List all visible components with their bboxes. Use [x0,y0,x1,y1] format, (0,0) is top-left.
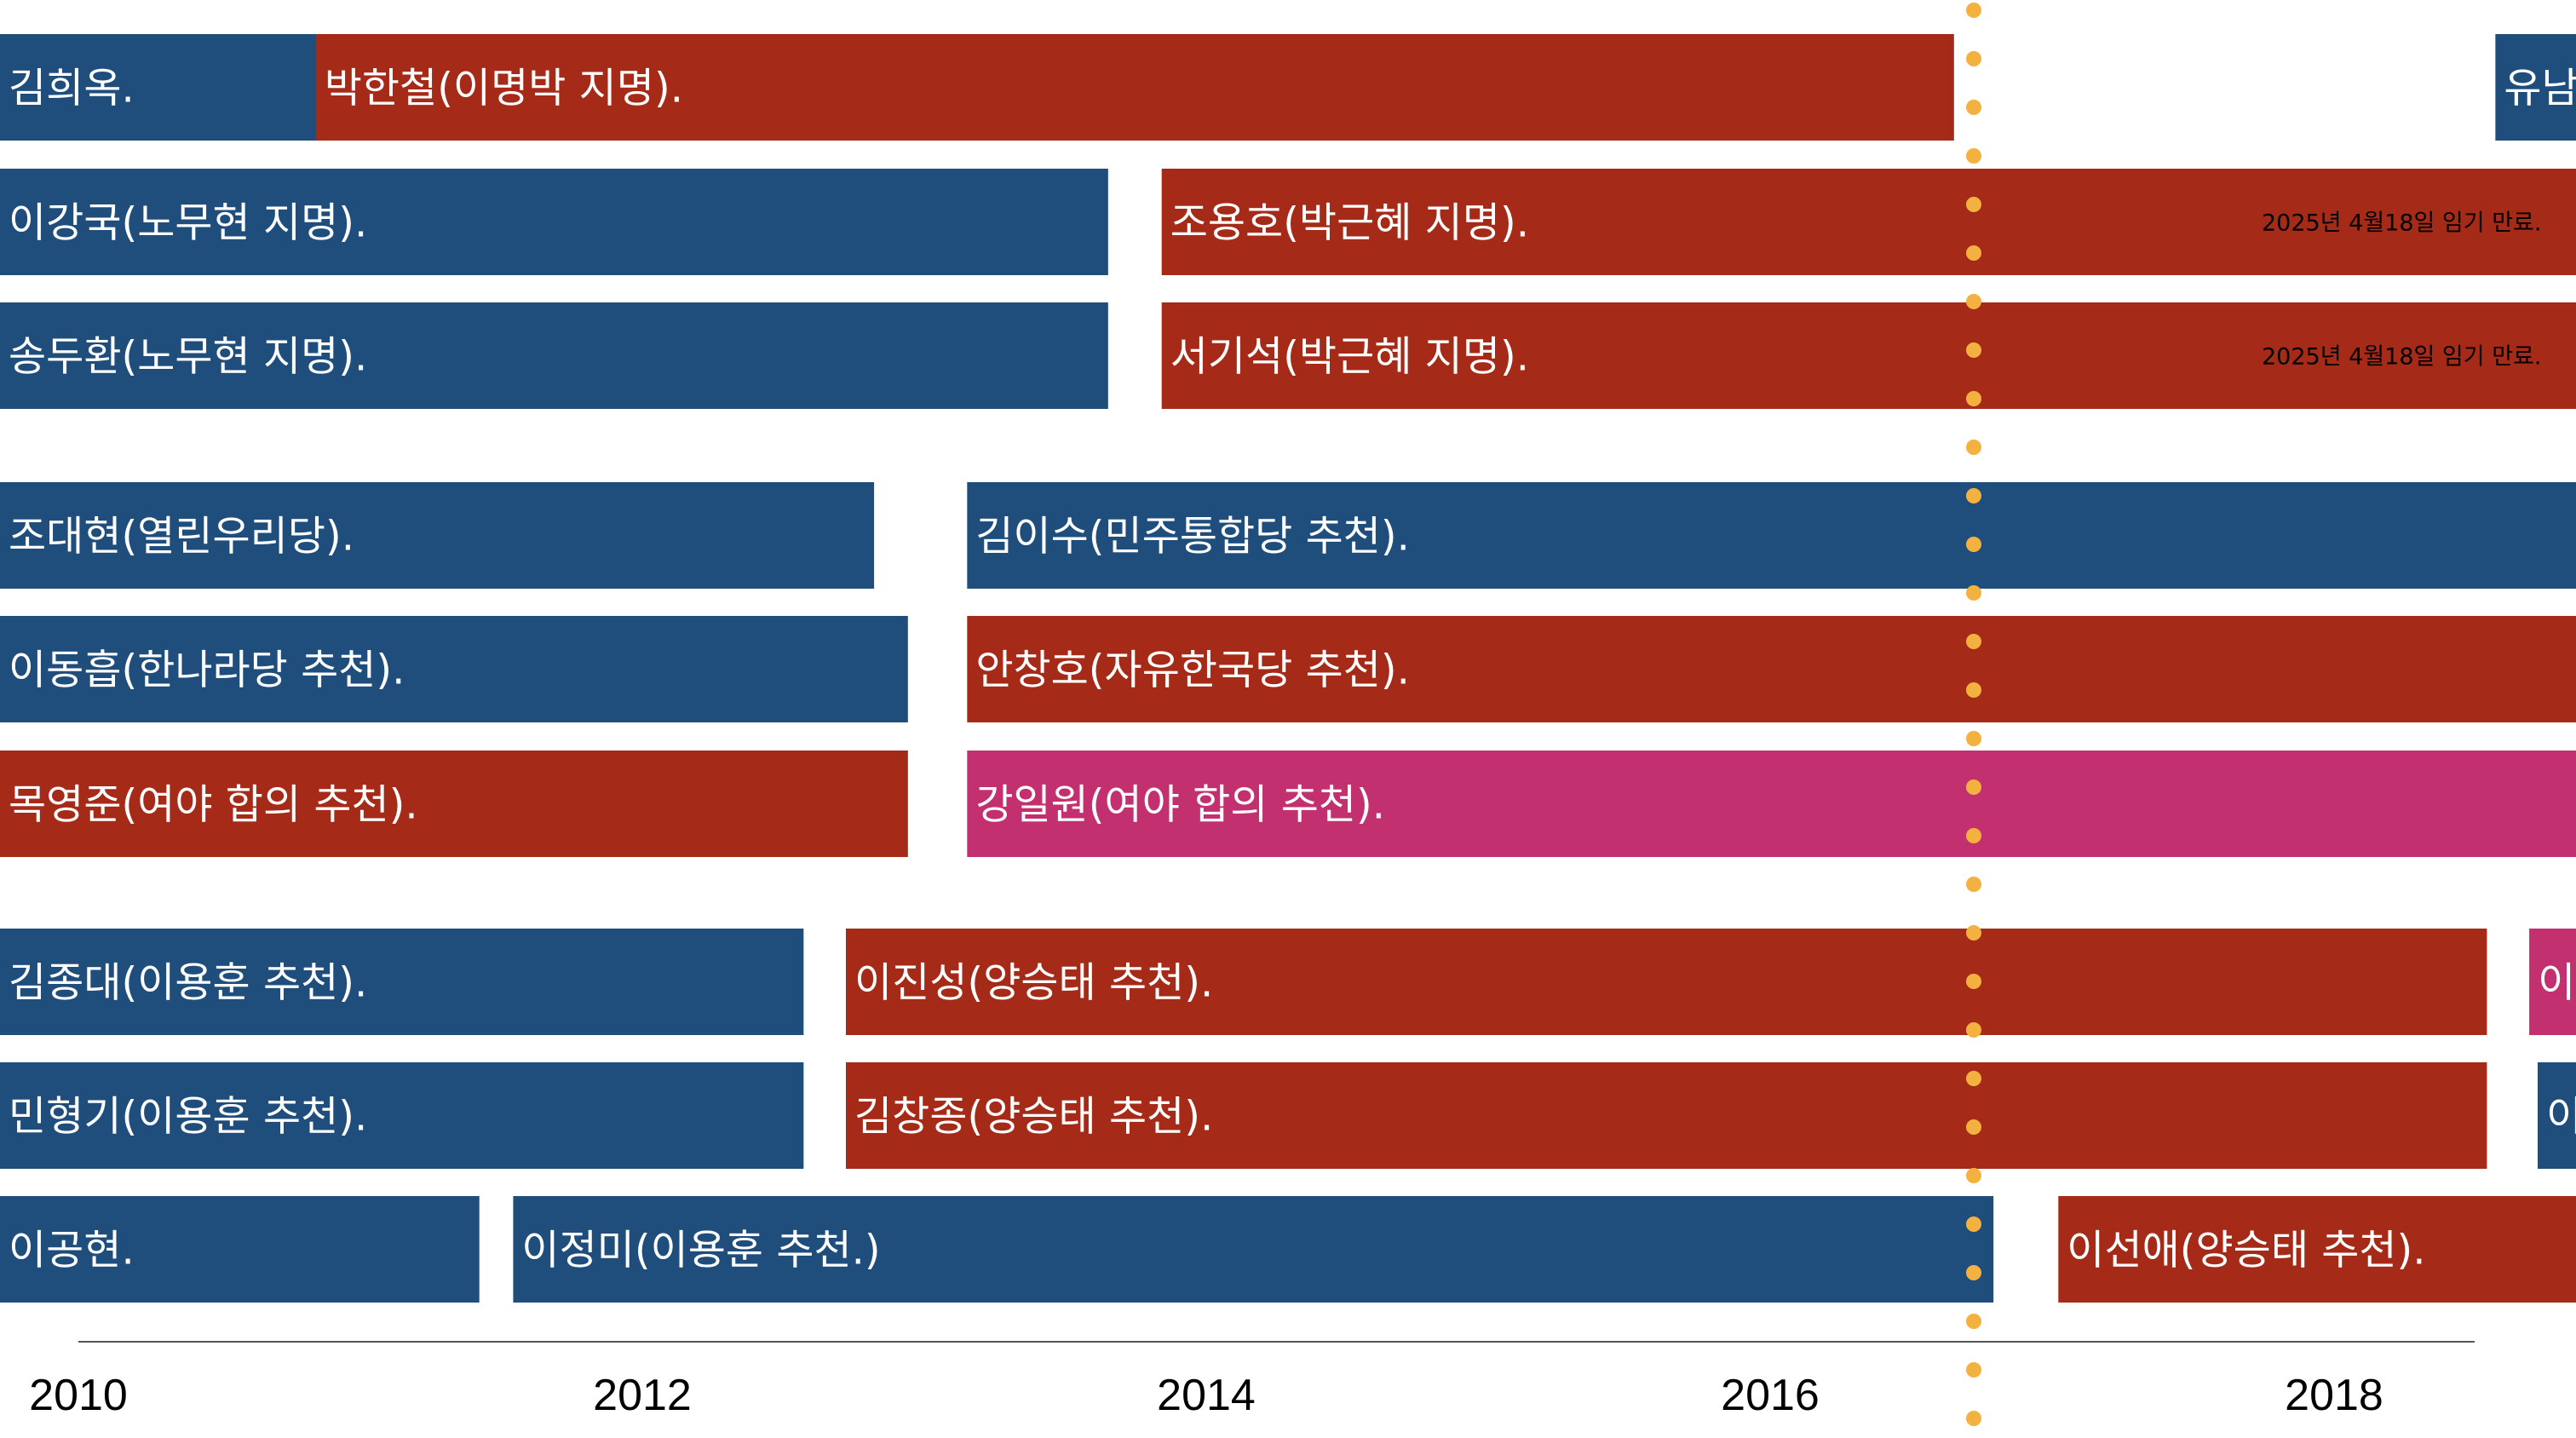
timeline-bar [0,302,1108,409]
timeline-bar [0,751,908,857]
bar-label: 이진성(양승태 추천). [854,959,1213,1007]
bar-label: 김희옥. [9,65,135,112]
bar-label: 목영준(여야 합의 추천). [9,781,418,829]
timeline-bar [315,34,1954,141]
bar-label: 민형기(이용훈 추천). [9,1093,367,1141]
bar-label: 이강국(노무현 지명). [9,199,367,247]
term-expiry-note: 2025년 4월18일 임기 만료. [2262,210,2541,237]
bar-label: 이은애(김명수 추천.) [2538,959,2576,1007]
bars-layer: 김희옥.박한철(이명박 지명).유남석(문재인 지명).정형식(윤석열 지명).… [0,34,2576,1303]
bar-label: 김창종(양승태 추천). [854,1093,1213,1141]
bar-label: 유남석(문재인 지명). [2504,65,2576,112]
timeline-bar [967,616,2576,722]
x-tick-label: 2010 [29,1371,128,1420]
bar-label: 김종대(이용훈 추천). [9,959,367,1007]
timeline-bar [846,1062,2487,1169]
timeline-bar [513,1196,1994,1303]
x-tick-label: 2014 [1157,1371,1256,1420]
x-tick-label: 2018 [2285,1371,2383,1420]
timeline-bar [2058,1196,2576,1303]
bar-label: 조대현(열린우리당). [9,513,354,561]
bar-label: 안창호(자유한국당 추천). [975,647,1410,694]
timeline-bar [967,751,2576,857]
bar-label: 이동흡(한나라당 추천). [9,647,405,694]
bar-label: 조용호(박근혜 지명). [1170,199,1529,247]
timeline-bar [2529,929,2576,1035]
timeline-bar [0,1062,804,1169]
timeline-bar [2495,34,2576,141]
timeline-bar [1161,302,2576,409]
bar-label: 이정미(이용훈 추천.) [521,1227,880,1274]
timeline-bar [0,929,804,1035]
bar-label: 이선애(양승태 추천). [2067,1227,2425,1274]
bar-label: 박한철(이명박 지명). [325,65,683,112]
timeline-bar [0,616,908,722]
timeline-bar [0,482,875,589]
x-tick-label: 2012 [593,1371,692,1420]
bar-label: 김이수(민주통합당 추천). [975,513,1410,561]
bar-label: 송두환(노무현 지명). [9,333,367,381]
term-expiry-note: 2025년 4월18일 임기 만료. [2262,344,2541,371]
bar-label: 서기석(박근혜 지명). [1170,333,1529,381]
timeline-bar [967,482,2576,589]
bar-label: 강일원(여야 합의 추천). [975,781,1385,829]
bar-label: 이석태(김명수 추천). [2546,1093,2576,1141]
timeline-bar [1161,169,2576,275]
notes-layer: 2025년 4월18일 임기 만료. 2025년 4월18일 임기 만료. [2262,210,2541,371]
x-tick-labels: 201020122014201620182020202220242026 [29,1371,2383,1420]
reference-lines-layer [1966,3,1981,1438]
x-tick-label: 2016 [1721,1371,1820,1420]
timeline-bar [2538,1062,2576,1169]
timeline-bar [846,929,2487,1035]
timeline-bar [0,169,1108,275]
bar-label: 이공현. [9,1227,135,1274]
timeline-bar [0,1196,480,1303]
